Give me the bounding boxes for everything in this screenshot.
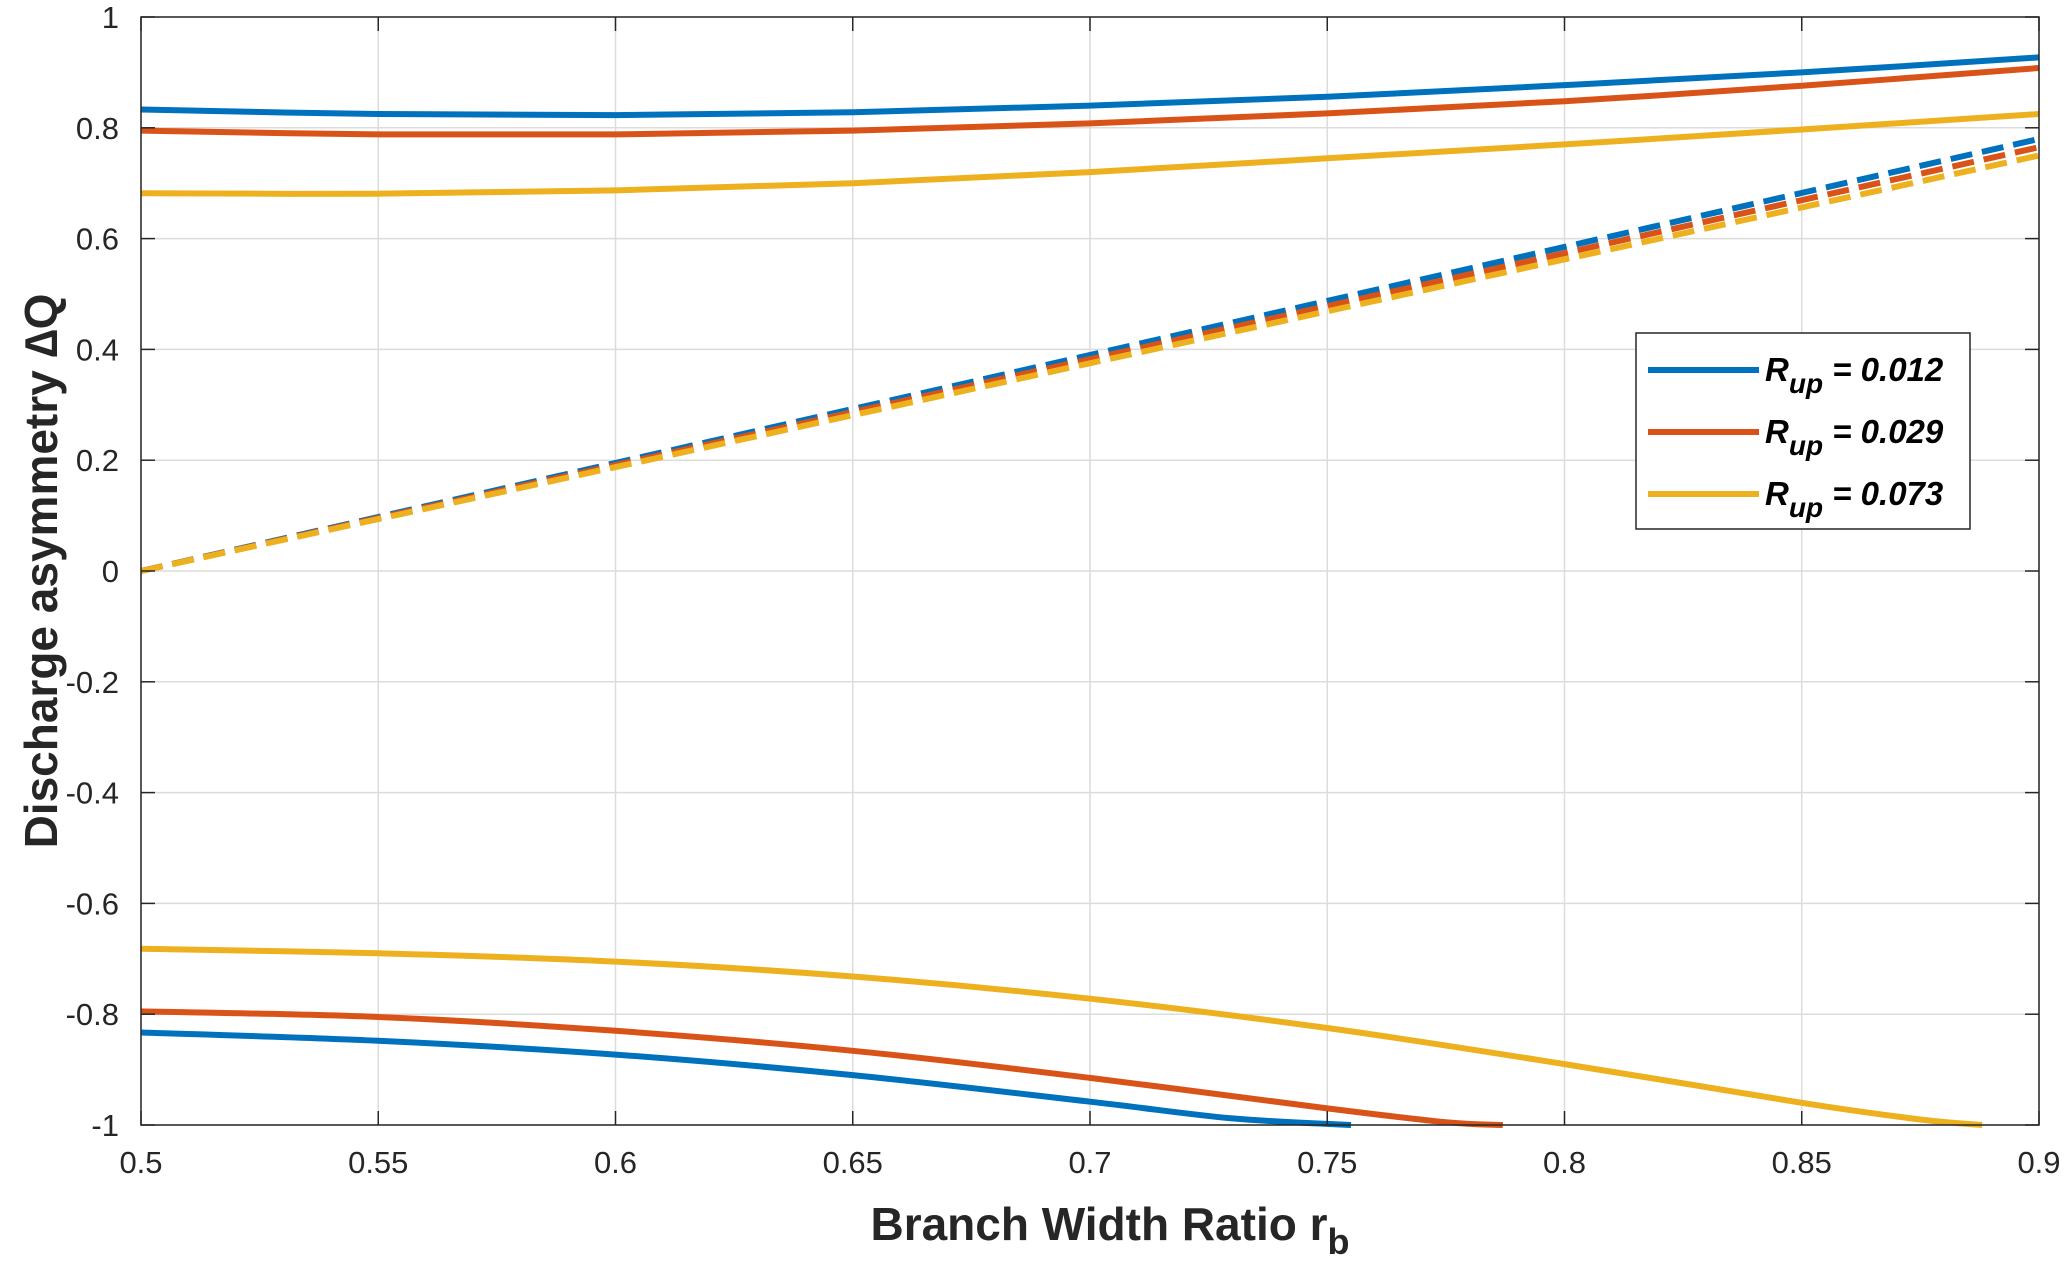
y-tick-label: -0.6 xyxy=(66,886,119,921)
legend-label: Rup = 0.029 xyxy=(1765,413,1944,461)
x-tick-label: 0.65 xyxy=(823,1145,883,1180)
legend-label-main: R xyxy=(1765,475,1789,512)
legend-label-value: = 0.029 xyxy=(1823,413,1944,450)
x-tick-label: 0.8 xyxy=(1543,1145,1586,1180)
y-tick-label: 0.8 xyxy=(76,111,119,146)
y-tick-label: -1 xyxy=(91,1108,119,1143)
legend-label-subscript: up xyxy=(1789,368,1823,399)
series-line-3 xyxy=(140,111,2040,197)
y-tick-labels: 1 0.8 0.6 0.4 0.2 0 -0.2 -0.4 -0.6 -0.8 -1 xyxy=(66,0,119,1143)
legend-label: Rup = 0.073 xyxy=(1765,475,1943,523)
y-tick-label: -0.8 xyxy=(66,997,119,1032)
x-tick-label: 0.55 xyxy=(348,1145,408,1180)
series-line-4 xyxy=(140,1029,1352,1128)
legend-label-value: = 0.073 xyxy=(1823,475,1943,512)
x-axis-title-main: Branch Width Ratio r xyxy=(870,1198,1327,1250)
x-axis-title: Branch Width Ratio rb xyxy=(870,1198,1349,1262)
x-tick-label: 0.75 xyxy=(1297,1145,1357,1180)
series-line-5 xyxy=(140,1008,1503,1128)
x-tick-label: 0.5 xyxy=(119,1145,162,1180)
y-tick-label: -0.2 xyxy=(66,665,119,700)
series-line-2 xyxy=(140,65,2040,138)
series-line-6 xyxy=(140,945,1983,1128)
x-tick-label: 0.6 xyxy=(594,1145,637,1180)
series-lines xyxy=(140,54,2040,1128)
series-line-1 xyxy=(140,54,2040,119)
x-tick-label: 0.7 xyxy=(1068,1145,1111,1180)
y-tick-label: 0.4 xyxy=(76,332,119,367)
legend-label-subscript: up xyxy=(1789,430,1823,461)
legend-label: Rup = 0.012 xyxy=(1765,351,1944,399)
legend-label-main: R xyxy=(1765,413,1789,450)
y-tick-label: -0.4 xyxy=(66,776,119,811)
x-axis-title-subscript: b xyxy=(1328,1221,1350,1262)
x-tick-label: 0.9 xyxy=(2017,1145,2060,1180)
series-line-9 xyxy=(140,152,2040,574)
legend-label-value: = 0.012 xyxy=(1823,351,1944,388)
x-tick-label: 0.85 xyxy=(1772,1145,1832,1180)
grid xyxy=(140,16,2040,1126)
x-tick-labels: 0.5 0.55 0.6 0.65 0.7 0.75 0.8 0.85 0.9 xyxy=(119,1145,2060,1180)
axis-ticks xyxy=(140,16,2040,1126)
y-tick-label: 0 xyxy=(102,554,119,589)
legend-label-subscript: up xyxy=(1789,492,1823,523)
y-tick-label: 1 xyxy=(102,0,119,35)
y-axis-title: Discharge asymmetry ∆Q xyxy=(15,294,67,849)
legend-label-main: R xyxy=(1765,351,1789,388)
y-tick-label: 0.2 xyxy=(76,443,119,478)
y-tick-label: 0.6 xyxy=(76,222,119,257)
